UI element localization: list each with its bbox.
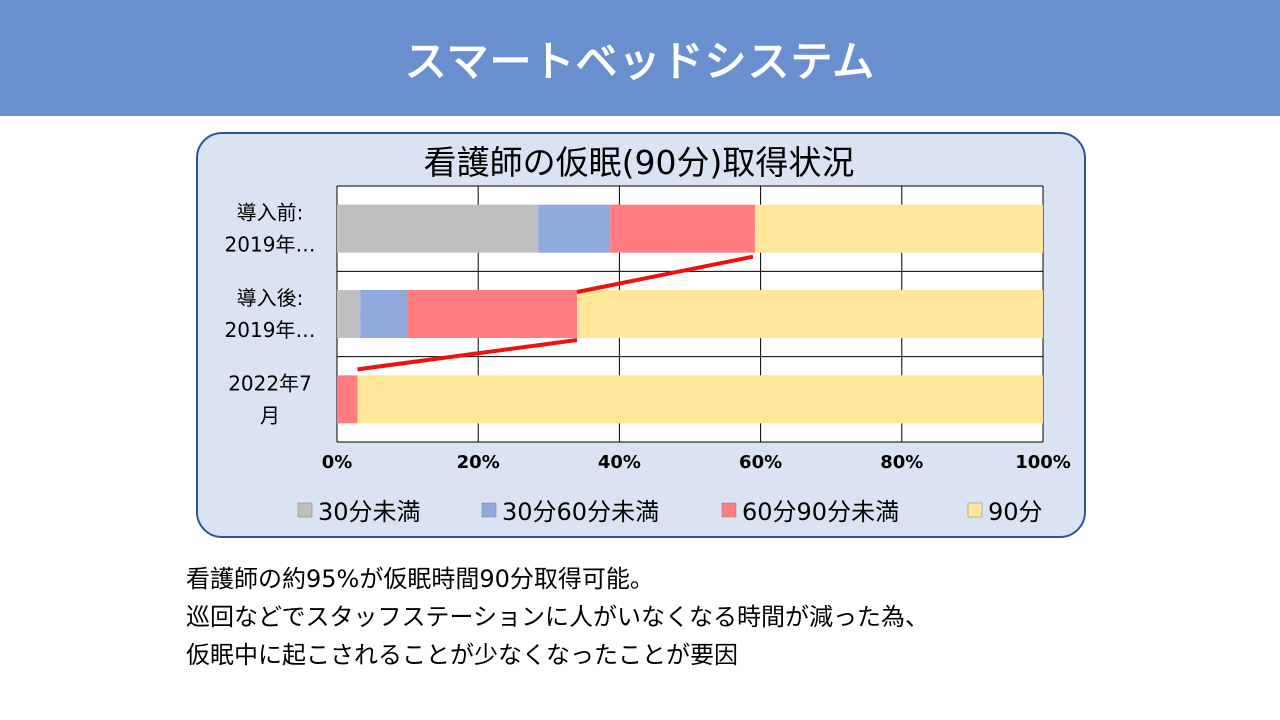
bar-segment [357, 375, 1043, 424]
chart-bars [337, 204, 1043, 424]
page-title: スマートベッドシステム [404, 36, 876, 86]
x-tick-label: 100% [1015, 452, 1071, 473]
x-tick-label: 0% [322, 452, 353, 473]
legend-label: 30分60分未満 [502, 498, 659, 526]
caption-line-1: 看護師の約95%が仮眠時間90分取得可能。 [186, 565, 654, 593]
bar-segment [754, 204, 1043, 253]
caption: 看護師の約95%が仮眠時間90分取得可能。 巡回などでスタッフステーションに人が… [186, 560, 1126, 674]
x-tick-label: 80% [880, 452, 923, 473]
chart-legend: 30分未満 30分60分未満 60分90分未満 90分 [297, 498, 1043, 526]
x-tick-label: 20% [457, 452, 500, 473]
bar-segment [360, 290, 407, 338]
legend-swatch [721, 502, 737, 518]
bar-segment [610, 204, 755, 253]
x-tick-label: 60% [739, 452, 782, 473]
header-bar: スマートベッドシステム [0, 0, 1280, 116]
legend-label: 30分未満 [318, 498, 421, 526]
legend-label: 60分90分未満 [742, 498, 899, 526]
legend-swatch [297, 502, 313, 518]
bar-segment [406, 290, 578, 338]
caption-line-2: 巡回などでスタッフステーションに人がいなくなる時間が減った為、 [186, 603, 930, 631]
caption-line-3: 仮眠中に起こされることが少なくなったことが要因 [186, 641, 738, 669]
bar-segment [337, 204, 539, 253]
bar-segment [337, 290, 361, 338]
legend-swatch [967, 502, 983, 518]
category-label: 導入後: [237, 286, 304, 310]
category-label: 2022年7 [228, 371, 312, 395]
x-tick-labels: 0% 20% 40% 60% 80% 100% [322, 452, 1071, 473]
category-label: 月 [260, 403, 280, 427]
legend-swatch [481, 502, 497, 518]
bar-segment [538, 204, 611, 253]
legend-label: 90分 [988, 498, 1043, 526]
bar-segment [337, 375, 358, 424]
category-label: 導入前: [237, 201, 304, 225]
category-label: 2019年… [225, 318, 316, 342]
trend-line-segment [576, 254, 754, 294]
chart-title: 看護師の仮眠(90分)取得状況 [424, 143, 855, 182]
trend-line-segment [357, 338, 578, 372]
x-tick-label: 40% [598, 452, 641, 473]
trend-annotation [357, 254, 754, 372]
bar-segment [577, 290, 1043, 338]
category-label: 2019年… [225, 233, 316, 257]
category-labels: 導入前: 2019年… 導入後: 2019年… 2022年7 月 [225, 201, 316, 428]
